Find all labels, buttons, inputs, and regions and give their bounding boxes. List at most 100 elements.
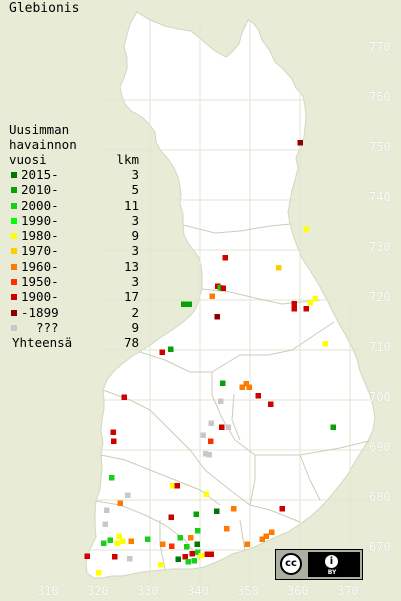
by-label: BY [327, 569, 337, 576]
observation-marker [303, 226, 309, 232]
legend-header-line-2: havainnon [9, 137, 77, 152]
observation-marker [243, 381, 249, 387]
x-tick-label: 350 [237, 584, 259, 598]
legend-header-year: vuosi [9, 152, 47, 167]
observation-marker [188, 535, 194, 541]
x-tick-label: 370 [337, 584, 359, 598]
y-tick-label: 710 [369, 340, 391, 354]
legend-total-label: Yhteensä [12, 335, 73, 351]
observation-marker [169, 543, 175, 549]
attribution-person-icon: i [324, 554, 339, 569]
observation-marker [158, 562, 164, 568]
legend-swatch [11, 248, 17, 255]
legend-row: 2000- 11 [9, 198, 139, 213]
observation-marker [204, 551, 210, 557]
observation-marker [312, 296, 318, 302]
legend-row: 2010- 5 [9, 182, 139, 197]
observation-marker [246, 384, 252, 390]
y-tick-label: 760 [369, 90, 391, 104]
observation-marker [117, 500, 123, 506]
observation-marker [222, 255, 228, 261]
legend-row-count: 9 [131, 228, 139, 244]
observation-marker [330, 424, 336, 430]
y-tick-label: 670 [369, 540, 391, 554]
legend-row: 2015- 3 [9, 167, 139, 182]
x-tick-label: 320 [87, 584, 109, 598]
y-tick-label: 700 [369, 390, 391, 404]
species-title: Glebionis [9, 1, 80, 16]
finland-landmass [85, 11, 376, 579]
observation-marker [217, 285, 223, 291]
observation-marker [303, 306, 309, 312]
observation-marker [168, 346, 174, 352]
observation-marker [200, 432, 206, 438]
legend-header-line-3: vuosi lkm [9, 152, 139, 167]
legend-row-label: 2015- [21, 167, 59, 182]
y-tick-label: 680 [369, 490, 391, 504]
legend-row-label: 2010- [21, 182, 59, 198]
legend-swatch [11, 172, 17, 178]
observation-marker [107, 537, 113, 543]
legend-row-count: 3 [131, 212, 139, 228]
observation-marker [208, 551, 214, 557]
legend-row-label: 1970- [21, 243, 59, 259]
observation-marker [231, 506, 237, 512]
observation-marker [112, 554, 118, 560]
observation-marker [203, 491, 209, 497]
legend-swatch [11, 309, 17, 316]
legend-swatch [11, 263, 17, 270]
observation-marker [170, 483, 176, 489]
observation-marker [268, 401, 274, 407]
legend-row-label: ??? [36, 319, 59, 335]
legend-swatch [11, 279, 17, 286]
legend-row-label: 1950- [21, 274, 59, 290]
observation-marker [195, 549, 201, 555]
legend-row: 1900- 17 [9, 289, 139, 304]
legend-row-count: 13 [123, 258, 139, 274]
observation-marker [184, 544, 190, 550]
legend-swatch [11, 217, 17, 224]
legend-rows: 2015- 3 2010- 5 2000- 11 1990- 3 1980- 9 1970- 3 196… [9, 167, 139, 335]
legend-row-label: 1980- [21, 228, 59, 244]
observation-marker [279, 506, 285, 512]
legend-row-count: 3 [131, 167, 139, 182]
observation-marker [209, 293, 215, 299]
legend-row-count: 5 [131, 182, 139, 198]
legend-total-row: Yhteensä 78 [9, 335, 139, 351]
observation-marker [102, 521, 108, 527]
observation-markers [84, 140, 336, 576]
observation-marker [128, 538, 134, 544]
y-tick-label: 740 [369, 190, 391, 204]
observation-marker [225, 424, 231, 430]
observation-marker [125, 492, 131, 498]
observation-marker [186, 301, 192, 307]
y-tick-label: 750 [369, 140, 391, 154]
legend-swatch [11, 233, 17, 240]
observation-marker [84, 553, 90, 559]
observation-marker [195, 528, 201, 534]
legend-row: 1950- 3 [9, 274, 139, 289]
observation-marker [175, 556, 181, 562]
grid-lines [90, 20, 380, 590]
observation-marker [208, 420, 214, 426]
legend-row-count: 2 [131, 304, 139, 320]
observation-marker [191, 558, 197, 564]
legend-row: -1899 2 [9, 305, 139, 320]
legend-swatch [11, 324, 17, 331]
x-tick-label: 360 [287, 584, 309, 598]
observation-marker [193, 511, 199, 517]
observation-marker [220, 285, 226, 291]
observation-marker [291, 301, 297, 307]
x-tick-label: 340 [187, 584, 209, 598]
observation-marker [218, 398, 224, 404]
observation-marker [189, 551, 195, 557]
legend-row-count: 3 [131, 274, 139, 290]
observation-marker [214, 508, 220, 514]
legend-swatch [11, 187, 17, 194]
observation-marker [255, 393, 261, 399]
legend-swatch [11, 294, 17, 301]
legend-row-label: -1899 [21, 304, 59, 320]
legend-row-count: 11 [123, 197, 139, 213]
y-tick-label: 690 [369, 440, 391, 454]
legend-row-label: 1960- [21, 258, 59, 274]
